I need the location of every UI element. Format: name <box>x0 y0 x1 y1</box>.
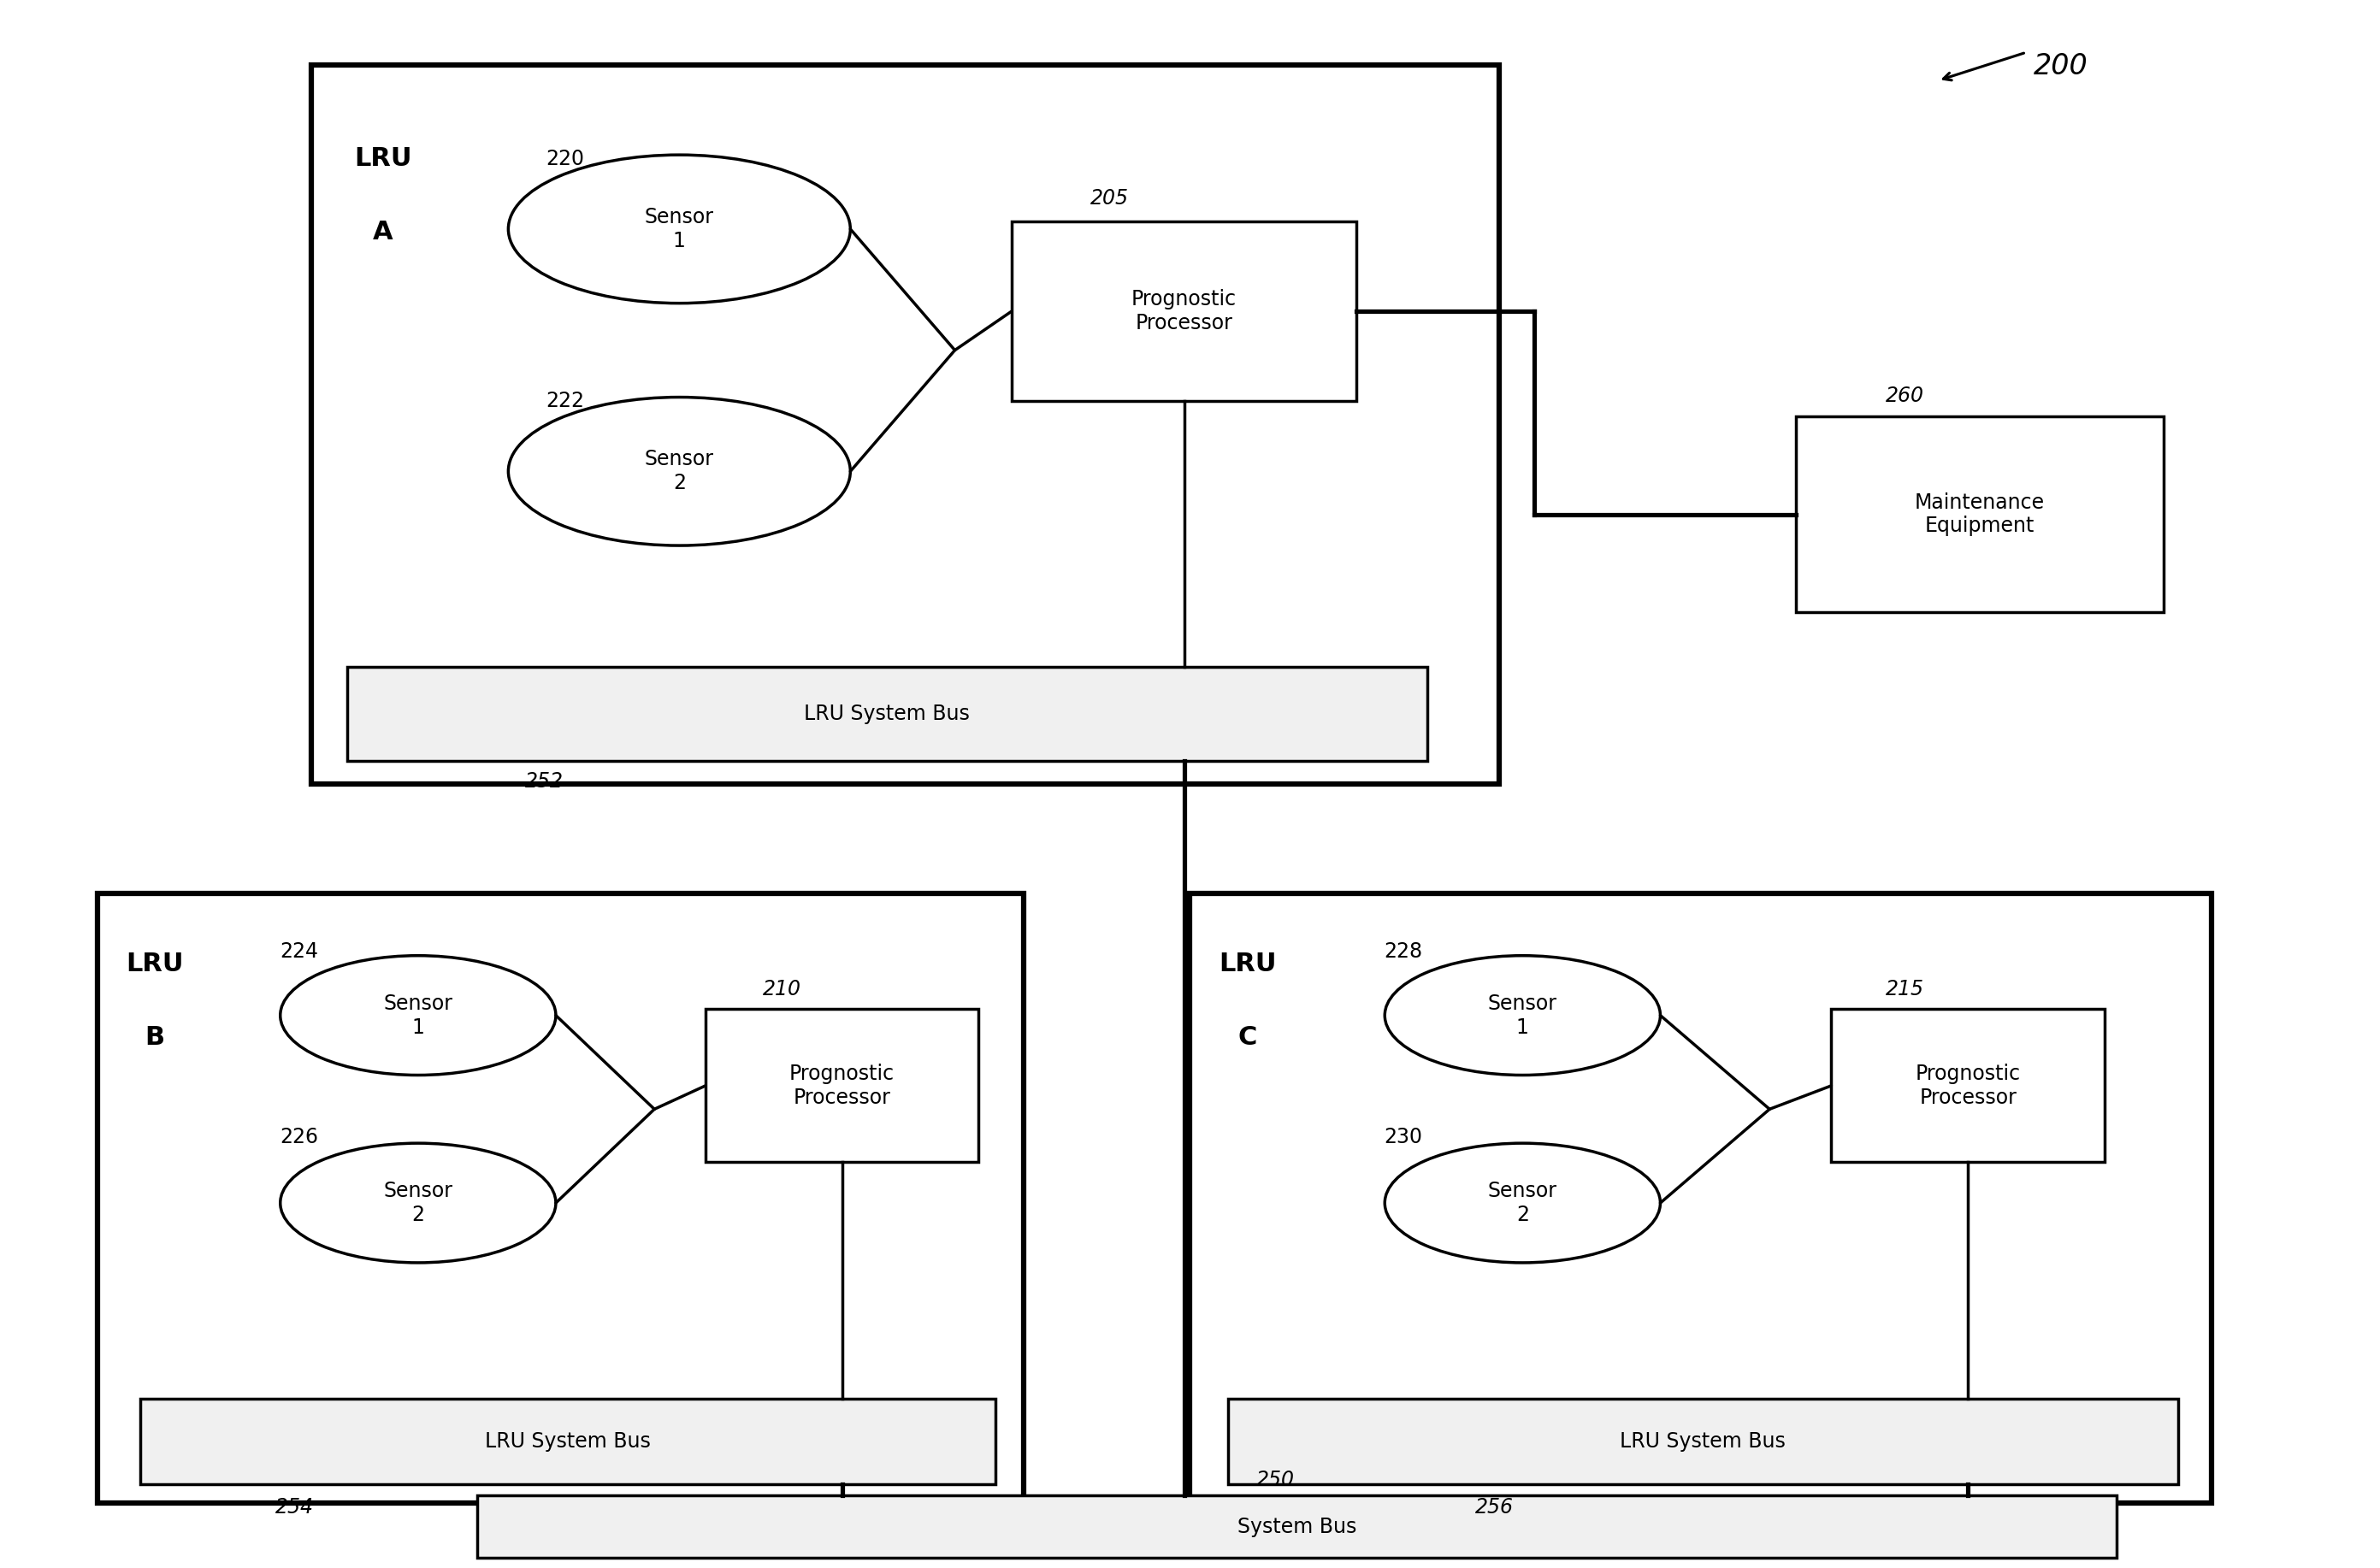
Text: 224: 224 <box>281 941 319 961</box>
Text: C: C <box>1238 1025 1257 1049</box>
Text: Sensor
2: Sensor 2 <box>383 1181 452 1225</box>
Ellipse shape <box>509 397 850 546</box>
Bar <box>1830 1010 2104 1162</box>
Text: 250: 250 <box>1257 1471 1295 1491</box>
Text: B: B <box>145 1025 164 1049</box>
Text: 226: 226 <box>281 1127 319 1148</box>
Bar <box>140 1399 995 1485</box>
Ellipse shape <box>1385 955 1661 1076</box>
Text: 215: 215 <box>1885 978 1925 1000</box>
Bar <box>98 894 1023 1504</box>
Bar <box>1190 894 2211 1504</box>
Text: A: A <box>374 220 393 245</box>
Text: Sensor
1: Sensor 1 <box>383 993 452 1038</box>
Text: Sensor
1: Sensor 1 <box>645 207 714 251</box>
Text: 254: 254 <box>276 1497 314 1518</box>
Text: LRU: LRU <box>355 146 412 171</box>
Text: 260: 260 <box>1885 386 1925 406</box>
Text: Sensor
2: Sensor 2 <box>645 448 714 494</box>
Text: Maintenance
Equipment: Maintenance Equipment <box>1916 492 2044 536</box>
Text: Sensor
1: Sensor 1 <box>1488 993 1557 1038</box>
Bar <box>1011 221 1357 401</box>
Text: 230: 230 <box>1385 1127 1423 1148</box>
Text: Prognostic
Processor: Prognostic Processor <box>790 1063 895 1109</box>
Bar <box>312 64 1499 784</box>
Text: Prognostic
Processor: Prognostic Processor <box>1130 289 1238 334</box>
Ellipse shape <box>281 1143 557 1262</box>
Text: LRU System Bus: LRU System Bus <box>804 704 971 724</box>
Text: 210: 210 <box>762 978 802 1000</box>
Bar <box>1228 1399 2178 1485</box>
Text: LRU System Bus: LRU System Bus <box>1621 1432 1785 1452</box>
Ellipse shape <box>281 955 557 1076</box>
Text: 200: 200 <box>2033 52 2087 80</box>
Ellipse shape <box>509 155 850 303</box>
Text: System Bus: System Bus <box>1238 1516 1357 1537</box>
Text: 256: 256 <box>1476 1497 1514 1518</box>
Text: LRU: LRU <box>126 952 183 977</box>
Text: 205: 205 <box>1090 188 1128 209</box>
Bar <box>478 1496 2116 1559</box>
Text: 222: 222 <box>545 390 585 411</box>
Bar <box>347 666 1428 760</box>
Text: 228: 228 <box>1385 941 1423 961</box>
Bar <box>704 1010 978 1162</box>
Text: Sensor
2: Sensor 2 <box>1488 1181 1557 1225</box>
Text: 220: 220 <box>545 149 585 169</box>
Ellipse shape <box>1385 1143 1661 1262</box>
Text: 252: 252 <box>526 771 564 792</box>
Text: Prognostic
Processor: Prognostic Processor <box>1916 1063 2021 1109</box>
Text: LRU: LRU <box>1219 952 1276 977</box>
Text: LRU System Bus: LRU System Bus <box>486 1432 650 1452</box>
Bar <box>1795 417 2163 612</box>
